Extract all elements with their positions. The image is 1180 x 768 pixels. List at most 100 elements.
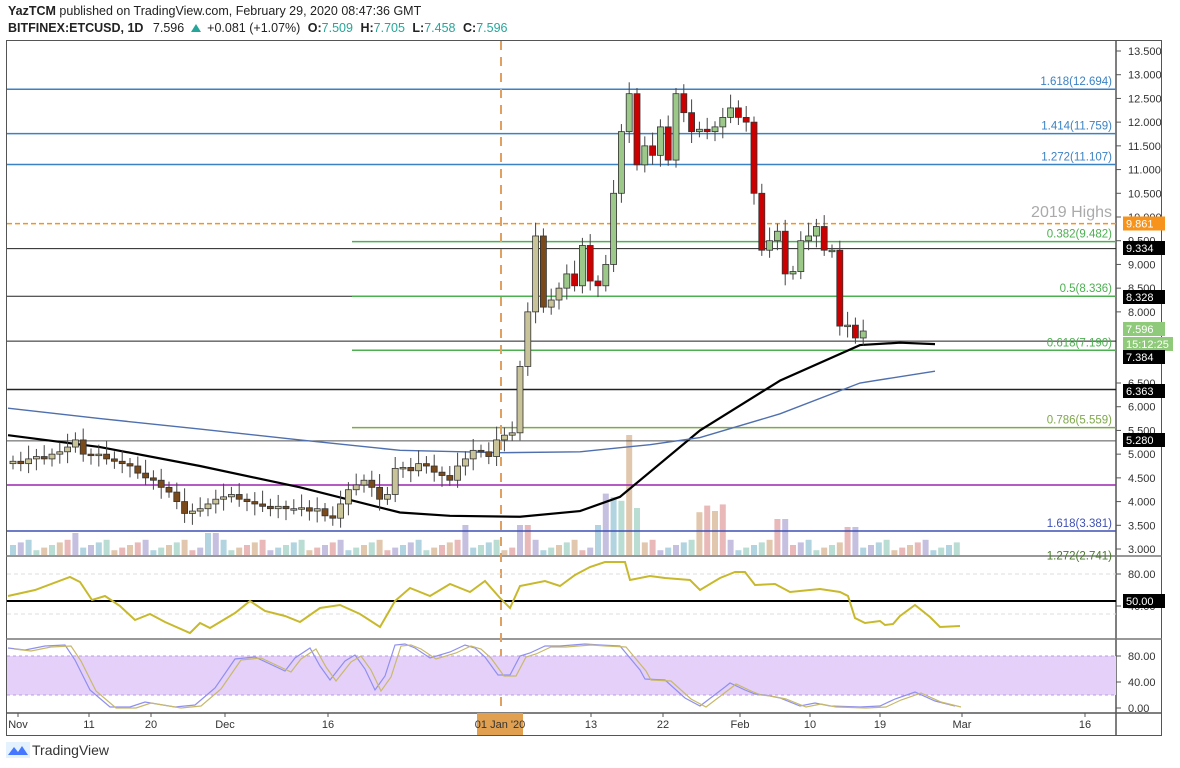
- candle-down: [305, 507, 313, 512]
- candle-up: [766, 240, 773, 251]
- volume-bar: [673, 545, 679, 555]
- candle-down: [703, 128, 711, 133]
- candle-up: [524, 311, 532, 367]
- candle-down: [40, 456, 48, 460]
- footer: TradingView: [6, 742, 109, 758]
- candle-down: [422, 463, 430, 467]
- price-label-text: 6.363: [1126, 386, 1154, 398]
- candle-up: [610, 192, 617, 265]
- candle-up: [64, 446, 71, 453]
- volume-bar: [657, 550, 664, 555]
- candle-down: [259, 503, 267, 507]
- price-label-box: [1123, 384, 1165, 398]
- volume-bar: [688, 539, 695, 555]
- volume-bar: [743, 547, 750, 555]
- volume-bar: [368, 542, 375, 555]
- volume-bar: [376, 539, 383, 555]
- volume-bar: [64, 539, 71, 555]
- volume-bar: [49, 545, 55, 555]
- volume-bar: [696, 512, 703, 555]
- fib-label: 1.618(12.694): [1040, 76, 1112, 88]
- price-label-box: [1123, 322, 1165, 336]
- symbol-label: BITFINEX:ETCUSD, 1D: [8, 21, 144, 35]
- price-tick-label: 9.000: [1128, 259, 1156, 271]
- volume-bar: [712, 511, 718, 555]
- price-label-box: [1123, 337, 1173, 351]
- brand-name[interactable]: TradingView: [32, 742, 110, 758]
- candle-down: [142, 472, 150, 479]
- time-tick-label: 10: [804, 719, 816, 731]
- candle-up: [48, 453, 56, 460]
- candle-up: [579, 245, 586, 287]
- volume-bar: [774, 519, 781, 555]
- stoch-tick-label: 80.00: [1128, 651, 1156, 663]
- candle-up: [532, 235, 539, 313]
- price-tick-label: 8.000: [1128, 307, 1156, 319]
- rsi-tick-label: 80.00: [1128, 569, 1156, 581]
- volume-bar: [665, 547, 672, 555]
- author-name[interactable]: YazTCM: [8, 4, 56, 18]
- volume-bar: [821, 547, 828, 555]
- volume-bar: [212, 533, 219, 555]
- low-label: L:: [412, 21, 425, 35]
- price-tick-label: 6.000: [1128, 402, 1156, 414]
- candle-down: [321, 508, 329, 517]
- fib-label: 0.618(7.190): [1047, 337, 1112, 349]
- moving-average-blue: [7, 370, 936, 454]
- candle-down: [633, 93, 641, 166]
- volume-bar: [899, 547, 906, 555]
- volume-bar: [259, 539, 266, 555]
- candle-up: [188, 510, 196, 514]
- volume-bar: [782, 519, 789, 555]
- volume-bar: [907, 545, 913, 555]
- candle-up: [391, 467, 399, 495]
- volume-bar: [314, 547, 321, 555]
- candle-up: [204, 503, 212, 510]
- candle-up: [212, 498, 220, 505]
- candle-up: [813, 226, 820, 237]
- volume-bar: [407, 542, 414, 555]
- candle-up: [196, 508, 204, 512]
- candle-down: [134, 465, 142, 474]
- volume-bar: [797, 542, 804, 555]
- time-tick-label: 22: [657, 719, 669, 731]
- price-tick-label: 12.000: [1128, 117, 1162, 129]
- publish-line: YazTCM published on TradingView.com, Feb…: [8, 3, 507, 20]
- volume-bar: [571, 539, 578, 555]
- volume-bar: [431, 547, 438, 555]
- volume-bar: [478, 545, 484, 555]
- volume-bar: [220, 539, 227, 555]
- volume-bar: [33, 550, 40, 555]
- candle-down: [540, 235, 547, 308]
- candle-up: [313, 508, 321, 512]
- price-tick-label: 12.500: [1128, 93, 1162, 105]
- candle-down: [438, 471, 446, 476]
- volume-bar: [680, 542, 687, 555]
- price-tick-label: 13.000: [1128, 70, 1162, 82]
- price-label-text: 15:12:25: [1126, 339, 1169, 351]
- volume-bar: [158, 547, 165, 555]
- price-label-text: 9.334: [1126, 243, 1154, 255]
- volume-bar: [353, 547, 360, 555]
- time-tick-label: 19: [874, 719, 886, 731]
- candle-up: [727, 107, 734, 118]
- price-label-text: 7.596: [1126, 324, 1154, 336]
- volume-bar: [649, 539, 656, 555]
- volume-bar: [844, 527, 851, 555]
- candle-up: [95, 453, 103, 457]
- candle-down: [407, 467, 415, 472]
- volume-bar: [883, 539, 890, 555]
- candle-up: [797, 240, 805, 272]
- volume-bar: [80, 547, 87, 555]
- candle-up: [25, 458, 33, 465]
- volume-bar: [142, 539, 149, 555]
- volume-bar: [813, 550, 820, 555]
- candle-up: [500, 434, 508, 441]
- candle-down: [688, 112, 695, 133]
- candle-down: [446, 475, 454, 481]
- high-label: H:: [360, 21, 374, 35]
- price-label-text: 8.328: [1126, 292, 1154, 304]
- candle-down: [820, 226, 828, 251]
- volume-bar: [329, 542, 336, 555]
